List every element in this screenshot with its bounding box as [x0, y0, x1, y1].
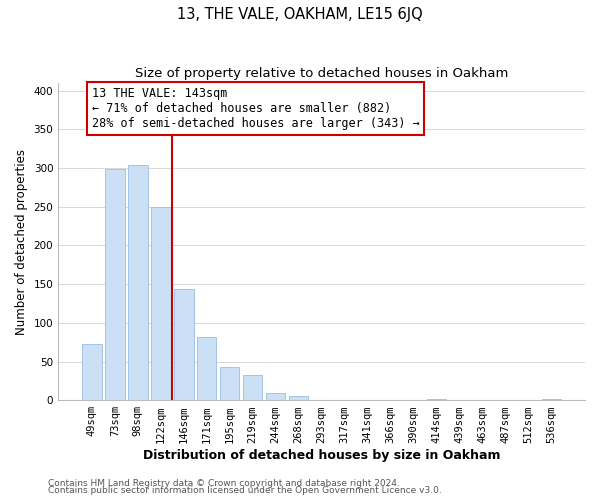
- Bar: [82, 344, 101, 400]
- Y-axis label: Number of detached properties: Number of detached properties: [15, 148, 28, 334]
- Text: Contains HM Land Registry data © Crown copyright and database right 2024.: Contains HM Land Registry data © Crown c…: [48, 478, 400, 488]
- Bar: [151, 207, 170, 400]
- Bar: [243, 376, 262, 400]
- Bar: [105, 169, 125, 400]
- Bar: [197, 337, 217, 400]
- Text: 13, THE VALE, OAKHAM, LE15 6JQ: 13, THE VALE, OAKHAM, LE15 6JQ: [177, 8, 423, 22]
- Bar: [542, 398, 561, 400]
- Bar: [266, 393, 286, 400]
- Text: Contains public sector information licensed under the Open Government Licence v3: Contains public sector information licen…: [48, 486, 442, 495]
- Bar: [174, 289, 194, 400]
- Bar: [128, 165, 148, 400]
- Text: 13 THE VALE: 143sqm
← 71% of detached houses are smaller (882)
28% of semi-detac: 13 THE VALE: 143sqm ← 71% of detached ho…: [92, 87, 419, 130]
- Title: Size of property relative to detached houses in Oakham: Size of property relative to detached ho…: [135, 68, 508, 80]
- X-axis label: Distribution of detached houses by size in Oakham: Distribution of detached houses by size …: [143, 450, 500, 462]
- Bar: [220, 367, 239, 400]
- Bar: [427, 398, 446, 400]
- Bar: [289, 396, 308, 400]
